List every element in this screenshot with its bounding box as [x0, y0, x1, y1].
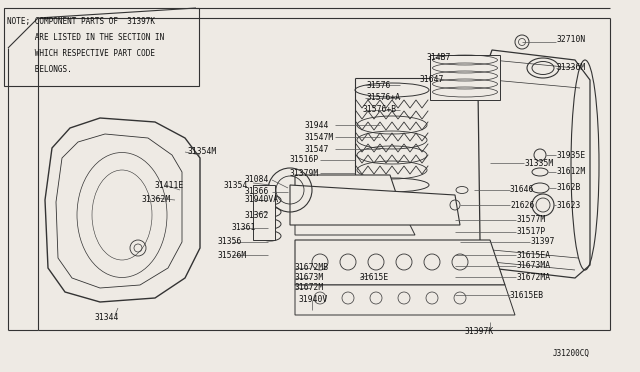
Text: 31935E: 31935E	[557, 151, 586, 160]
Text: 314B7: 314B7	[427, 54, 451, 62]
Text: 31526M: 31526M	[218, 250, 247, 260]
Text: 31356: 31356	[218, 237, 243, 247]
Text: WHICH RESPECTIVE PART CODE: WHICH RESPECTIVE PART CODE	[7, 49, 155, 58]
Text: 3162B: 3162B	[557, 183, 581, 192]
Polygon shape	[478, 50, 590, 278]
Text: 31647: 31647	[420, 76, 444, 84]
Text: 31672MB: 31672MB	[295, 263, 329, 273]
Text: 31344: 31344	[95, 314, 120, 323]
Polygon shape	[290, 185, 460, 225]
Polygon shape	[56, 134, 182, 288]
Text: 21626: 21626	[510, 201, 534, 209]
Polygon shape	[295, 175, 400, 205]
Text: 31547M: 31547M	[305, 132, 334, 141]
Bar	[253, 185, 275, 240]
Text: 31615EB: 31615EB	[510, 291, 544, 299]
Text: 31646: 31646	[510, 186, 534, 195]
Text: 31576+B: 31576+B	[363, 106, 397, 115]
Polygon shape	[295, 205, 415, 235]
Text: 31084: 31084	[245, 176, 269, 185]
Text: 31673M: 31673M	[295, 273, 324, 282]
Text: 31516P: 31516P	[290, 155, 319, 164]
Text: 31940V: 31940V	[299, 295, 328, 305]
Text: 31361: 31361	[232, 224, 257, 232]
Text: 31944: 31944	[305, 121, 330, 129]
Text: 31576: 31576	[367, 80, 392, 90]
Text: 31335M: 31335M	[525, 158, 554, 167]
Text: 31615EA: 31615EA	[517, 250, 551, 260]
Polygon shape	[45, 118, 200, 302]
Polygon shape	[295, 240, 505, 285]
Text: 31362M: 31362M	[142, 196, 172, 205]
Text: 31672MA: 31672MA	[517, 273, 551, 282]
Text: 31547: 31547	[305, 144, 330, 154]
Text: 31672M: 31672M	[295, 283, 324, 292]
Text: 31411E: 31411E	[155, 180, 184, 189]
Text: 31379M: 31379M	[290, 169, 319, 177]
Text: 31397K: 31397K	[465, 327, 494, 337]
Text: 31354M: 31354M	[188, 148, 217, 157]
Text: 31336M: 31336M	[557, 64, 586, 73]
Text: 31397: 31397	[531, 237, 556, 247]
Polygon shape	[430, 55, 500, 100]
Text: ARE LISTED IN THE SECTION IN: ARE LISTED IN THE SECTION IN	[7, 33, 164, 42]
Text: 31612M: 31612M	[557, 167, 586, 176]
Polygon shape	[295, 285, 515, 315]
Text: 31673MA: 31673MA	[517, 262, 551, 270]
Text: 32710N: 32710N	[557, 35, 586, 45]
Text: 31577M: 31577M	[517, 215, 547, 224]
Text: 31623: 31623	[557, 201, 581, 209]
Text: J31200CQ: J31200CQ	[553, 349, 590, 358]
Text: 31576+A: 31576+A	[367, 93, 401, 103]
Text: 31366: 31366	[245, 187, 269, 196]
Text: 31940VA: 31940VA	[245, 196, 279, 205]
Text: 31362: 31362	[245, 211, 269, 219]
Text: 31615E: 31615E	[360, 273, 389, 282]
Text: 31517P: 31517P	[517, 228, 547, 237]
Text: 31354: 31354	[224, 180, 248, 189]
Text: NOTE; COMPONENT PARTS OF  31397K: NOTE; COMPONENT PARTS OF 31397K	[7, 17, 155, 26]
Text: BELONGS.: BELONGS.	[7, 65, 72, 74]
Bar	[4, 8, 199, 86]
